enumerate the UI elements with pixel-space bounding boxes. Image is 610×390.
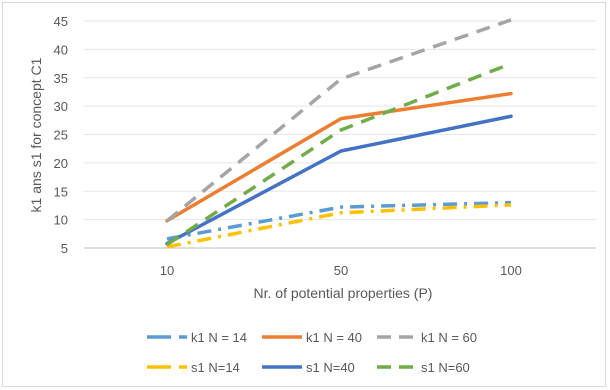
y-tick-label: 45 [54, 14, 68, 29]
y-axis-ticks: 5 10 15 20 25 30 35 40 45 [54, 14, 68, 256]
chart-frame [2, 2, 606, 387]
y-tick-label: 30 [54, 99, 68, 114]
series-layer [165, 18, 513, 249]
series-line-k1-n-60 [165, 18, 512, 223]
x-tick-label: 100 [500, 263, 522, 278]
series-line-k1-n-14 [166, 200, 512, 241]
y-tick-label: 25 [54, 128, 68, 143]
y-tick-label: 15 [54, 184, 68, 199]
y-tick-label: 20 [54, 156, 68, 171]
series-line-s1-n-14 [166, 203, 512, 249]
y-tick-label: 40 [54, 42, 68, 57]
legend-label: k1 N = 60 [421, 330, 477, 345]
legend-label: k1 N = 40 [306, 330, 362, 345]
series-line-s1-n-40 [165, 114, 513, 246]
y-tick-label: 35 [54, 71, 68, 86]
legend: k1 N = 14 k1 N = 40 k1 N = 60 s1 N=14 s1 N=4… [147, 330, 477, 375]
x-tick-label: 50 [334, 263, 348, 278]
legend-label: k1 N = 14 [191, 330, 247, 345]
y-tick-label: 10 [54, 213, 68, 228]
y-axis-label: k1 ans s1 for concept C1 [28, 57, 44, 212]
legend-label: s1 N=40 [306, 360, 355, 375]
legend-label: s1 N=60 [421, 360, 470, 375]
x-tick-label: 10 [160, 263, 174, 278]
x-axis-ticks: 10 50 100 [160, 263, 522, 278]
y-tick-label: 5 [61, 241, 68, 256]
series-line-k1-n-40 [165, 91, 513, 223]
x-axis-label: Nr. of potential properties (P) [254, 285, 433, 301]
legend-label: s1 N=14 [191, 360, 240, 375]
series-line-s1-n-60 [166, 61, 512, 247]
